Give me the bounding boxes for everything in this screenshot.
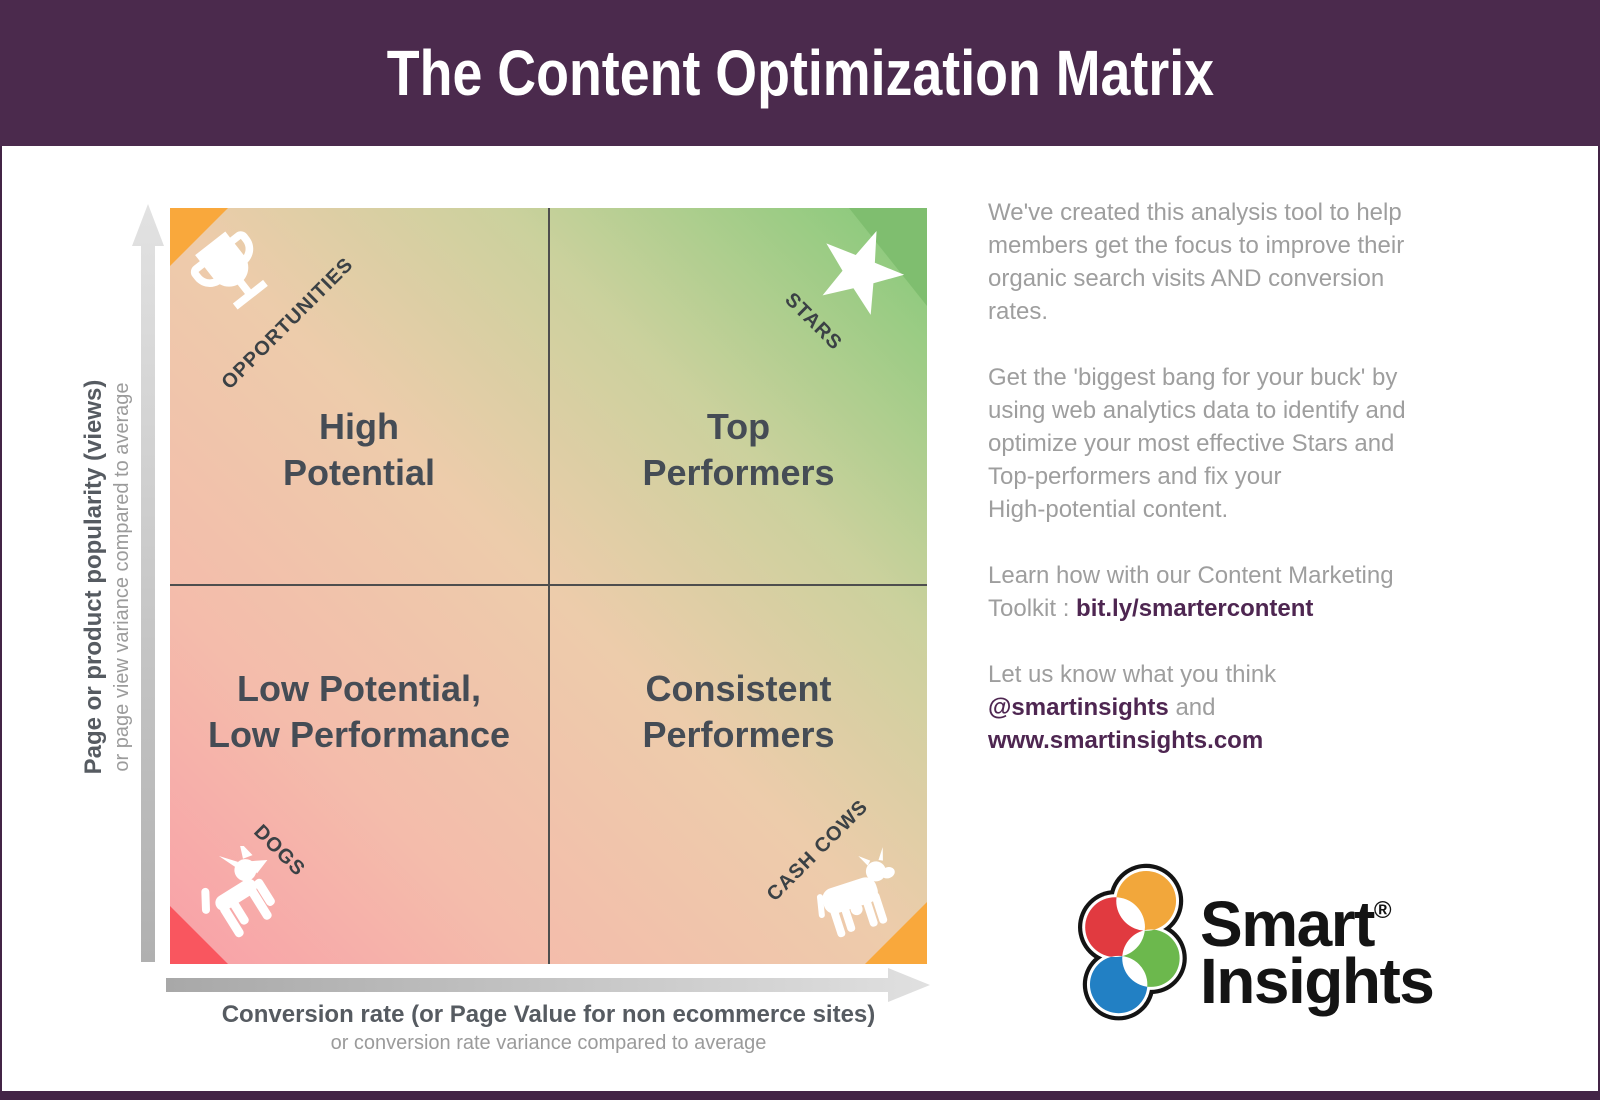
info-text: High-potential content. <box>988 496 1229 523</box>
logo-mark <box>1078 863 1187 1021</box>
quadrant-title-line: Performers <box>642 714 835 755</box>
y-axis-arrow <box>132 204 164 962</box>
info-paragraph: We've created this analysis tool to help… <box>988 196 1508 328</box>
content-optimization-matrix: High Potential Top Performers Low Potent… <box>170 208 927 964</box>
quadrant-title-high-potential: High Potential <box>170 404 548 496</box>
footer-bar <box>0 1091 1600 1100</box>
twitter-link[interactable]: @smartinsights <box>988 694 1169 721</box>
info-text: using web analytics data to identify and <box>988 397 1406 424</box>
info-paragraph: Get the 'biggest bang for your buck' by u… <box>988 361 1508 526</box>
page-title: The Content Optimization Matrix <box>386 37 1214 109</box>
info-text: Top-performers and fix your <box>988 463 1282 490</box>
cow-icon <box>806 842 910 951</box>
info-paragraphs: We've created this analysis tool to help… <box>988 196 1508 790</box>
corner-triangle-dogs <box>170 906 228 964</box>
quadrant-title-line: High <box>319 406 399 447</box>
matrix-horizontal-divider <box>170 584 927 586</box>
info-text: rates. <box>988 298 1049 325</box>
right-border <box>1598 146 1600 1100</box>
dog-icon <box>188 841 288 951</box>
info-paragraph: Learn how with our Content Marketing Tool… <box>988 559 1508 625</box>
quadrant-title-line: Potential <box>282 452 435 493</box>
trophy-icon <box>167 206 299 339</box>
info-text: Let us know what you think <box>988 661 1277 688</box>
quadrant-title-low-potential: Low Potential, Low Performance <box>170 666 548 758</box>
registered-mark: ® <box>1373 897 1392 924</box>
info-text: members get the focus to improve their <box>988 232 1405 259</box>
info-paragraph: Let us know what you think @smartinsights… <box>988 658 1508 757</box>
info-text: and <box>1168 694 1216 721</box>
info-text: organic search visits AND conversion <box>988 265 1385 292</box>
y-axis-subtitle: or page view variance compared to averag… <box>111 382 133 772</box>
x-axis-title: Conversion rate (or Page Value for non e… <box>221 1001 876 1028</box>
quadrant-title-top-performers: Top Performers <box>550 404 927 496</box>
quadrant-title-line: Low Performance <box>207 714 511 755</box>
star-icon <box>814 226 906 323</box>
x-axis-label: Conversion rate (or Page Value for non e… <box>170 1000 927 1056</box>
info-text: Toolkit : <box>988 595 1077 622</box>
matrix-vertical-divider <box>548 208 550 964</box>
logo-line-1: Smart® <box>1200 888 1392 960</box>
smart-insights-logo: Smart® Insights <box>1078 860 1435 1028</box>
quadrant-title-line: Performers <box>642 452 835 493</box>
left-border <box>0 146 2 1100</box>
quadrant-title-line: Low Potential, <box>236 668 481 709</box>
info-text: We've created this analysis tool to help <box>988 199 1402 226</box>
y-axis-title: Page or product popularity (views) <box>80 379 107 775</box>
logo-line-2: Insights <box>1200 945 1435 1017</box>
x-axis-subtitle: or conversion rate variance compared to … <box>330 1032 767 1054</box>
info-text: Get the 'biggest bang for your buck' by <box>988 364 1398 391</box>
header-bar: The Content Optimization Matrix <box>0 0 1600 146</box>
info-text: optimize your most effective Stars and <box>988 430 1395 457</box>
quadrant-title-line: Top <box>706 406 771 447</box>
toolkit-link[interactable]: bit.ly/smartercontent <box>1076 595 1314 622</box>
x-axis-arrow <box>166 968 930 1002</box>
website-link[interactable]: www.smartinsights.com <box>988 727 1264 754</box>
quadrant-title-line: Consistent <box>645 668 832 709</box>
logo-wordmark: Smart® Insights <box>1200 882 1435 1017</box>
quadrant-title-consistent-performers: Consistent Performers <box>550 666 927 758</box>
corner-triangle-cash-cows <box>865 902 927 964</box>
y-axis-label: Page or product popularity (views) or pa… <box>80 380 136 775</box>
info-text: Learn how with our Content Marketing <box>988 562 1394 589</box>
